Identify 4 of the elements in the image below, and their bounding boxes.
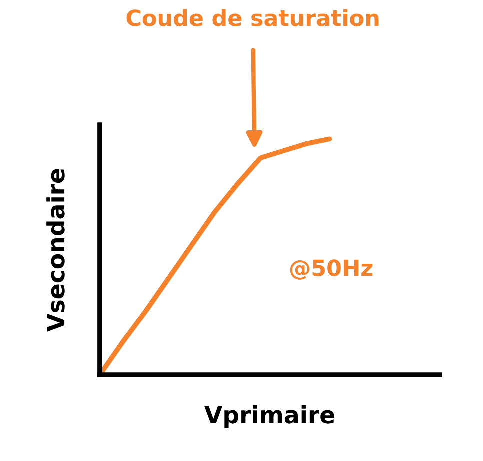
- y-axis-title: Vsecondaire: [46, 169, 65, 332]
- annotation: @50Hz: [290, 260, 372, 280]
- x-axis-title: Vprimaire: [204, 406, 334, 428]
- text: Coude de saturation: [126, 9, 379, 26]
